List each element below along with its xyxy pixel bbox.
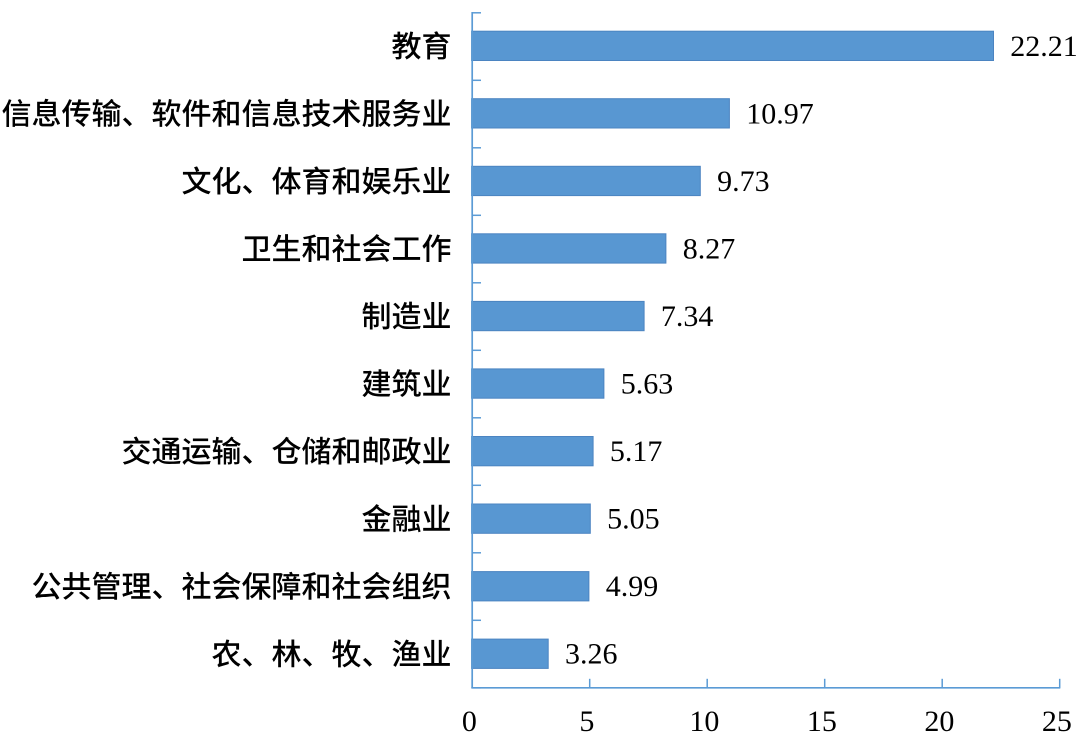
svg-text:0: 0: [462, 705, 477, 738]
svg-text:9.73: 9.73: [717, 165, 770, 198]
svg-text:10.97: 10.97: [746, 97, 814, 130]
svg-text:3.26: 3.26: [565, 638, 618, 671]
svg-text:5.05: 5.05: [607, 503, 660, 536]
svg-text:7.34: 7.34: [661, 300, 714, 333]
svg-text:15: 15: [807, 705, 837, 738]
svg-text:10: 10: [689, 705, 719, 738]
svg-text:20: 20: [924, 705, 954, 738]
svg-text:5.17: 5.17: [610, 435, 663, 468]
svg-text:22.21: 22.21: [1010, 30, 1078, 63]
svg-text:5: 5: [579, 705, 594, 738]
svg-text:4.99: 4.99: [606, 570, 659, 603]
svg-text:8.27: 8.27: [683, 232, 736, 265]
svg-text:5.63: 5.63: [621, 368, 674, 401]
svg-text:25: 25: [1042, 705, 1072, 738]
